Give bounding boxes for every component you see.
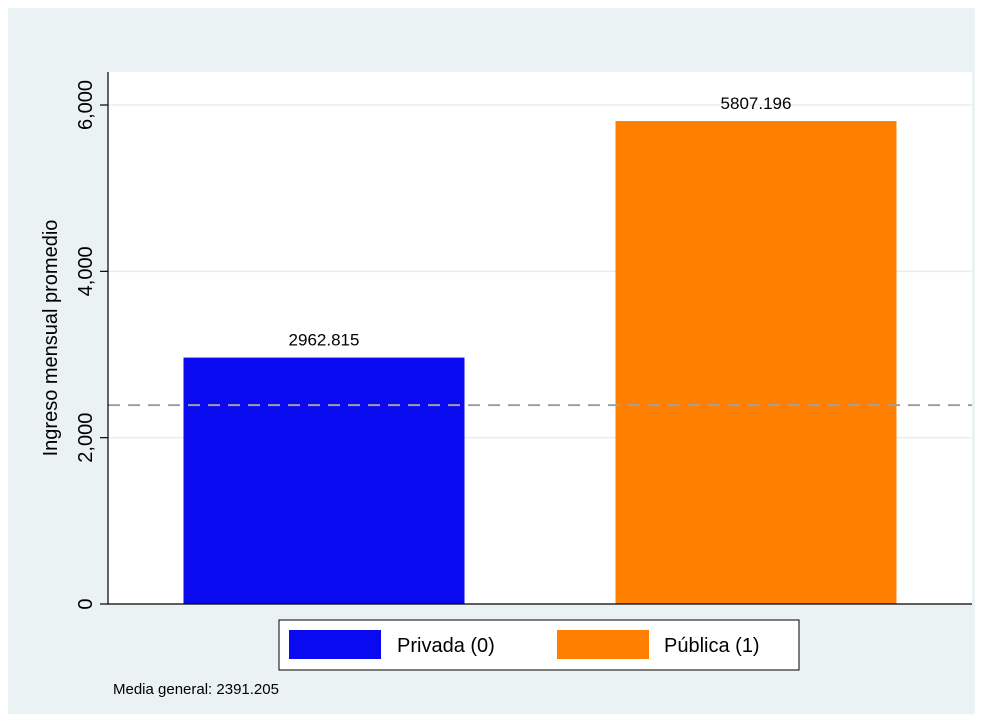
y-tick-label-0: 0 bbox=[75, 598, 97, 609]
bars bbox=[183, 121, 897, 605]
bar-value-labels: 2962.815 5807.196 bbox=[289, 94, 792, 350]
legend-label-privada: Privada (0) bbox=[397, 635, 495, 657]
y-tick-label-2: 4,000 bbox=[75, 246, 97, 296]
legend-swatch-publica bbox=[557, 630, 649, 659]
y-tick-label-3: 6,000 bbox=[75, 80, 97, 130]
y-tick-label-1: 2,000 bbox=[75, 413, 97, 463]
chart-note: Media general: 2391.205 bbox=[113, 681, 279, 698]
legend-label-publica: Pública (1) bbox=[664, 635, 760, 657]
y-axis-title: Ingreso mensual promedio bbox=[40, 220, 62, 457]
legend-swatch-privada bbox=[289, 630, 381, 659]
bar-publica bbox=[615, 121, 897, 605]
legend: Privada (0) Pública (1) bbox=[278, 619, 800, 671]
bar-privada bbox=[183, 357, 465, 604]
bar-value-label-publica: 5807.196 bbox=[721, 94, 792, 113]
bar-value-label-privada: 2962.815 bbox=[289, 331, 360, 350]
y-axis-ticks: 0 2,000 4,000 6,000 bbox=[75, 80, 108, 610]
